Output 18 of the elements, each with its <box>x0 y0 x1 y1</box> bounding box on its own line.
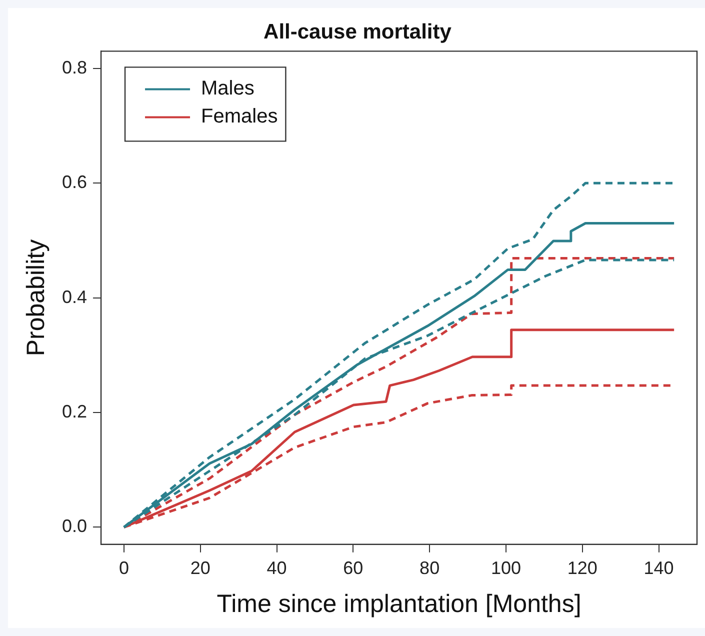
x-tick-label: 80 <box>420 558 440 578</box>
x-tick-label: 60 <box>343 558 364 578</box>
x-axis-title: Time since implantation [Months] <box>216 590 582 618</box>
x-tick-label: 120 <box>567 558 598 578</box>
x-tick-label: 40 <box>266 558 287 578</box>
chart-title: All-cause mortality <box>264 20 452 44</box>
x-tick-label: 140 <box>644 558 674 578</box>
y-axis-title: Probability <box>22 238 50 356</box>
x-tick-label: 100 <box>490 558 522 578</box>
x-tick-label: 20 <box>190 558 210 578</box>
y-tick-label: 0.4 <box>62 286 88 307</box>
x-tick-label: 0 <box>118 558 129 578</box>
y-tick-label: 0.0 <box>62 516 88 536</box>
legend-label: Females <box>201 106 278 128</box>
legend-label: Males <box>201 78 254 100</box>
y-tick-label: 0.2 <box>62 401 88 422</box>
y-tick-label: 0.8 <box>62 57 88 78</box>
y-tick-label: 0.6 <box>62 172 88 192</box>
